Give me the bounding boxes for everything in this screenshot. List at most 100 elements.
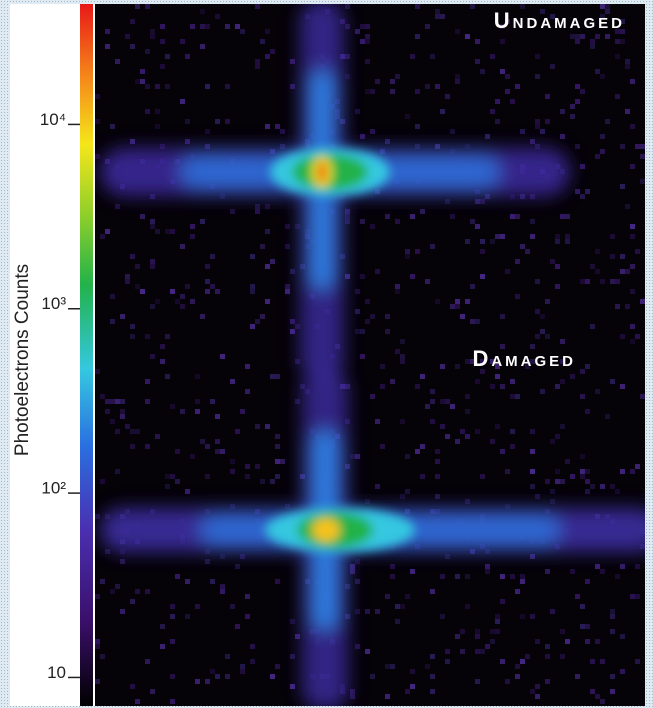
noise-pixel bbox=[220, 449, 225, 454]
noise-pixel bbox=[390, 379, 395, 384]
noise-pixel bbox=[550, 439, 555, 444]
noise-pixel bbox=[435, 474, 440, 479]
noise-pixel bbox=[265, 229, 270, 234]
noise-pixel bbox=[205, 84, 210, 89]
noise-pixel bbox=[165, 484, 170, 489]
noise-pixel bbox=[545, 654, 550, 659]
noise-pixel bbox=[605, 34, 610, 39]
noise-pixel bbox=[475, 429, 480, 434]
noise-pixel bbox=[185, 489, 190, 494]
noise-pixel bbox=[205, 559, 210, 564]
noise-pixel bbox=[180, 39, 185, 44]
noise-pixel bbox=[385, 664, 390, 669]
noise-pixel bbox=[460, 429, 465, 434]
noise-pixel bbox=[365, 609, 370, 614]
noise-pixel bbox=[355, 454, 360, 459]
noise-pixel bbox=[290, 654, 295, 659]
noise-pixel bbox=[240, 669, 245, 674]
noise-pixel bbox=[445, 554, 450, 559]
noise-pixel bbox=[600, 659, 605, 664]
noise-pixel bbox=[155, 109, 160, 114]
noise-pixel bbox=[550, 259, 555, 264]
noise-pixel bbox=[120, 414, 125, 419]
noise-pixel bbox=[200, 314, 205, 319]
noise-pixel bbox=[245, 474, 250, 479]
noise-pixel bbox=[205, 24, 210, 29]
noise-pixel bbox=[585, 409, 590, 414]
noise-pixel bbox=[475, 59, 480, 64]
noise-pixel bbox=[375, 79, 380, 84]
noise-pixel bbox=[260, 314, 265, 319]
noise-pixel bbox=[550, 64, 555, 69]
noise-pixel bbox=[375, 609, 380, 614]
noise-pixel bbox=[390, 564, 395, 569]
noise-pixel bbox=[465, 499, 470, 504]
noise-pixel bbox=[395, 604, 400, 609]
noise-pixel bbox=[620, 669, 625, 674]
noise-pixel bbox=[590, 39, 595, 44]
noise-pixel bbox=[485, 644, 490, 649]
noise-pixel bbox=[285, 284, 290, 289]
noise-pixel bbox=[240, 409, 245, 414]
noise-pixel bbox=[275, 434, 280, 439]
noise-pixel bbox=[460, 629, 465, 634]
noise-pixel bbox=[540, 129, 545, 134]
noise-pixel bbox=[555, 479, 560, 484]
noise-pixel bbox=[290, 319, 295, 324]
noise-pixel bbox=[360, 39, 365, 44]
noise-pixel bbox=[170, 639, 175, 644]
noise-pixel bbox=[145, 444, 150, 449]
noise-pixel bbox=[180, 244, 185, 249]
noise-pixel bbox=[385, 139, 390, 144]
noise-pixel bbox=[530, 429, 535, 434]
noise-pixel bbox=[450, 129, 455, 134]
noise-pixel bbox=[355, 609, 360, 614]
noise-pixel bbox=[530, 234, 535, 239]
noise-pixel bbox=[365, 499, 370, 504]
noise-pixel bbox=[155, 84, 160, 89]
noise-pixel bbox=[115, 204, 120, 209]
noise-pixel bbox=[480, 239, 485, 244]
noise-pixel bbox=[440, 424, 445, 429]
noise-pixel bbox=[630, 594, 635, 599]
noise-pixel bbox=[585, 489, 590, 494]
noise-pixel bbox=[390, 89, 395, 94]
noise-pixel bbox=[160, 644, 165, 649]
noise-pixel bbox=[545, 334, 550, 339]
noise-pixel bbox=[170, 404, 175, 409]
noise-pixel bbox=[245, 594, 250, 599]
noise-pixel bbox=[165, 84, 170, 89]
noise-pixel bbox=[535, 119, 540, 124]
noise-pixel bbox=[575, 189, 580, 194]
noise-pixel bbox=[370, 89, 375, 94]
noise-pixel bbox=[195, 409, 200, 414]
noise-pixel bbox=[350, 569, 355, 574]
noise-pixel bbox=[220, 589, 225, 594]
noise-pixel bbox=[270, 374, 275, 379]
noise-pixel bbox=[550, 499, 555, 504]
noise-pixel bbox=[170, 699, 175, 704]
noise-pixel bbox=[405, 249, 410, 254]
noise-pixel bbox=[430, 654, 435, 659]
noise-pixel bbox=[600, 484, 605, 489]
noise-pixel bbox=[620, 269, 625, 274]
noise-pixel bbox=[555, 234, 560, 239]
noise-pixel bbox=[250, 659, 255, 664]
noise-pixel bbox=[635, 144, 640, 149]
noise-pixel bbox=[400, 359, 405, 364]
noise-pixel bbox=[580, 474, 585, 479]
noise-pixel bbox=[345, 214, 350, 219]
noise-pixel bbox=[505, 469, 510, 474]
noise-pixel bbox=[95, 644, 100, 649]
noise-pixel bbox=[420, 444, 425, 449]
noise-pixel bbox=[270, 674, 275, 679]
annotation: Damaged bbox=[472, 346, 576, 371]
noise-pixel bbox=[250, 284, 255, 289]
noise-pixel bbox=[560, 424, 565, 429]
noise-pixel bbox=[230, 209, 235, 214]
noise-pixel bbox=[130, 19, 135, 24]
noise-pixel bbox=[130, 684, 135, 689]
noise-pixel bbox=[165, 474, 170, 479]
noise-pixel bbox=[530, 219, 535, 224]
noise-pixel bbox=[430, 674, 435, 679]
